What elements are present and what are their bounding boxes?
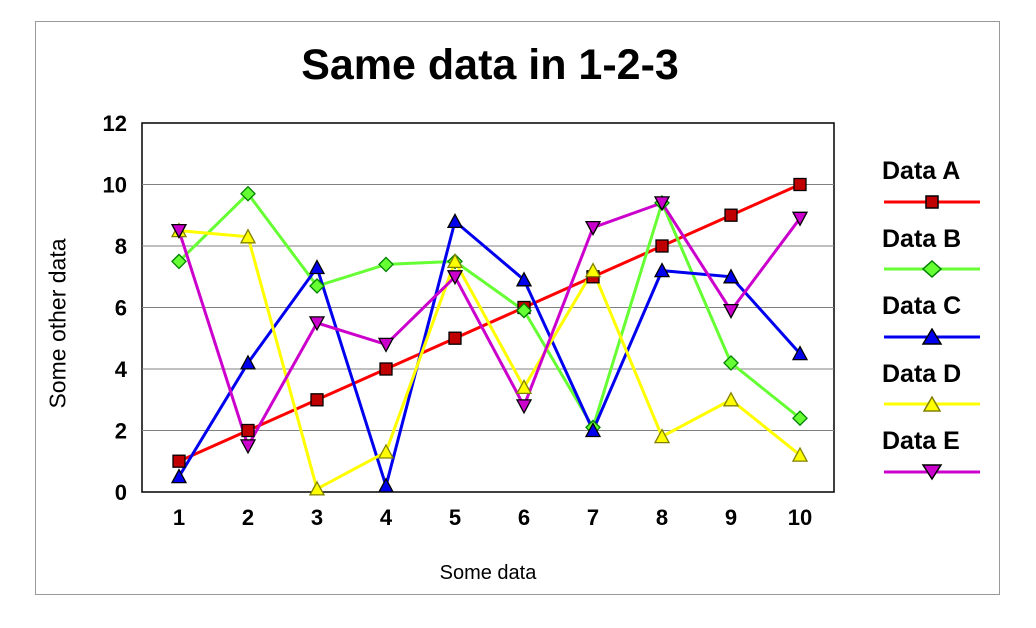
svg-text:2: 2: [242, 505, 254, 530]
svg-text:2: 2: [115, 419, 127, 444]
svg-text:12: 12: [103, 111, 127, 136]
svg-text:10: 10: [103, 173, 127, 198]
svg-text:6: 6: [518, 505, 530, 530]
svg-text:0: 0: [115, 480, 127, 505]
svg-text:4: 4: [380, 505, 393, 530]
svg-text:1: 1: [173, 505, 185, 530]
svg-text:4: 4: [115, 357, 128, 382]
svg-text:9: 9: [725, 505, 737, 530]
svg-text:10: 10: [788, 505, 812, 530]
svg-text:6: 6: [115, 296, 127, 321]
svg-text:3: 3: [311, 505, 323, 530]
svg-text:7: 7: [587, 505, 599, 530]
svg-text:8: 8: [115, 234, 127, 259]
svg-text:8: 8: [656, 505, 668, 530]
svg-text:5: 5: [449, 505, 461, 530]
